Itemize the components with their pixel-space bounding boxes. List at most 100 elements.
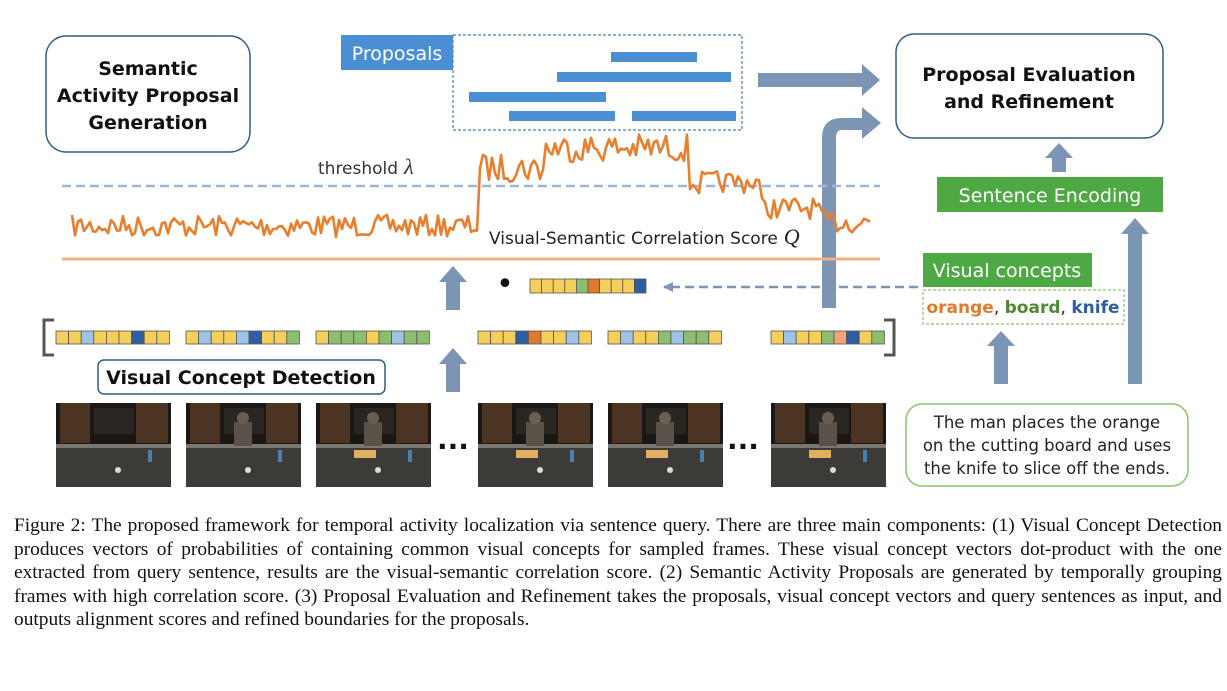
proposal-bar [509, 111, 615, 121]
frame-plate [245, 467, 251, 473]
vector-cell [416, 330, 430, 345]
frame-bottle [278, 450, 282, 462]
frame-person [819, 422, 837, 446]
frame-plate [537, 467, 543, 473]
concept-words: orange, board, knife [926, 298, 1119, 318]
vector-cell [578, 330, 592, 345]
vector-cell [55, 330, 70, 345]
concept-vector [185, 330, 300, 345]
vector-cell [198, 330, 212, 345]
vector-cell [564, 278, 577, 294]
proposal-bar [469, 92, 606, 102]
video-frame [771, 403, 886, 487]
frames-to-vectors-arrow [439, 348, 467, 392]
concept-vector [529, 278, 647, 294]
query-to-concepts-arrow [987, 331, 1015, 384]
vector-cell [610, 278, 624, 294]
vector-cell [770, 330, 785, 345]
concept-vector [770, 330, 885, 345]
vector-cell [80, 330, 95, 345]
concept-vector [607, 330, 722, 345]
threshold-label: threshold λ [318, 154, 414, 179]
frame-cabinet [482, 403, 512, 443]
concept-vector [477, 330, 592, 345]
proposal-evaluation-line-1: Proposal Evaluation [922, 64, 1135, 86]
vector-cell [565, 330, 580, 345]
proposals-panel: Proposals [341, 34, 743, 131]
vector-cell [552, 278, 566, 294]
vector-cell [795, 330, 810, 345]
proposals-to-evaluation-arrow [758, 64, 880, 96]
frame-cabinet [558, 403, 590, 443]
frame-board [354, 450, 376, 458]
left-bracket [42, 318, 54, 357]
vector-cell [185, 330, 200, 345]
query-sentence-line-3: the knife to slice off the ends. [924, 459, 1170, 478]
video-frame [186, 403, 301, 487]
video-frames [56, 403, 886, 487]
frame-cabinet [320, 403, 350, 443]
concept-word-orange: orange [926, 298, 993, 318]
frame-person-head [367, 412, 379, 424]
vector-cell [620, 330, 634, 345]
concept-separator: , [1061, 298, 1072, 318]
proposal-generation-box: Semantic Activity Proposal Generation [45, 35, 251, 153]
vector-cell [708, 330, 722, 345]
encoding-to-evaluation-arrow [1045, 143, 1073, 172]
vector-cell [858, 330, 873, 345]
vector-cell [808, 330, 822, 345]
frame-plate [115, 467, 121, 473]
score-label: Visual-Semantic Correlation Score Q [489, 224, 800, 249]
concept-vector [55, 330, 170, 345]
frame-board [809, 450, 831, 458]
vector-cell [783, 330, 797, 345]
vector-cell [223, 330, 237, 345]
threshold-text: threshold [318, 159, 398, 179]
proposal-bar [632, 111, 736, 121]
vector-cell [528, 330, 542, 345]
vector-cell [118, 330, 133, 345]
proposals-label: Proposals [352, 43, 443, 65]
frame-counter [56, 446, 171, 487]
right-bracket [884, 318, 896, 357]
frame-cabinet [136, 403, 168, 443]
frame-window [94, 408, 134, 434]
visual-concept-detection-label: Visual Concept Detection [106, 367, 376, 389]
frame-cabinet [688, 403, 720, 443]
concept-separator: , [994, 298, 1005, 318]
dot-product-symbol: • [496, 267, 514, 302]
frame-plate [667, 467, 673, 473]
vector-cell [599, 278, 612, 294]
vector-cell [68, 330, 82, 345]
vector-cell [248, 330, 263, 345]
vector-cell [403, 330, 418, 345]
vector-cell [340, 330, 355, 345]
vector-cell [658, 330, 672, 345]
vector-cell [210, 330, 225, 345]
vector-cell [235, 330, 250, 345]
frame-cabinet [612, 403, 642, 443]
frames-ellipsis: ··· [727, 430, 759, 463]
vector-cell [477, 330, 492, 345]
vector-cell [131, 330, 145, 345]
vector-cell [622, 278, 635, 294]
frame-board [646, 450, 668, 458]
sentence-encoding-box: Sentence Encoding [937, 177, 1163, 212]
proposal-generation-line-2: Activity Proposal [57, 85, 239, 107]
sentence-encoding-label: Sentence Encoding [959, 185, 1142, 207]
vector-cell [273, 330, 288, 345]
frame-bottle [700, 450, 704, 462]
proposal-evaluation-line-2: and Refinement [944, 91, 1114, 113]
vector-cell [490, 330, 504, 345]
frame-bottle [570, 450, 574, 462]
frame-board [516, 450, 538, 458]
vectors-to-score-arrow [439, 266, 467, 310]
vector-cell [821, 330, 835, 345]
vector-cell [871, 330, 885, 345]
vector-cell [261, 330, 275, 345]
vector-cell [541, 278, 554, 294]
concepts-to-evaluation-arrow [822, 107, 881, 308]
frame-person-head [529, 412, 541, 424]
vector-cell [93, 330, 107, 345]
concept-word-knife: knife [1071, 298, 1119, 318]
